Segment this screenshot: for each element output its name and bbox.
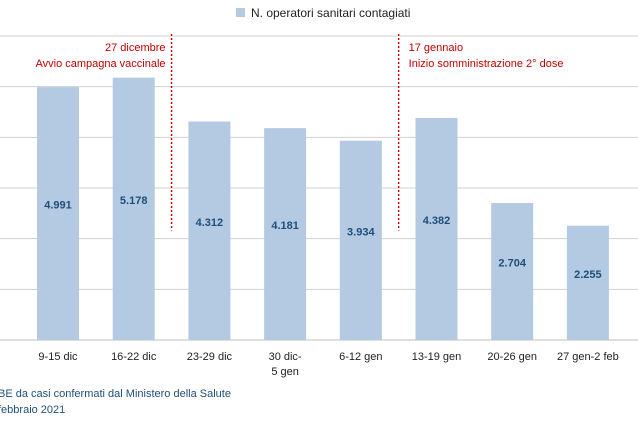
bar-value-label: 4.312	[196, 217, 224, 229]
annotation-text: 17 gennaio	[409, 42, 463, 54]
x-tick-label: 30 dic-	[269, 351, 302, 363]
annotation-text: 27 dicembre	[105, 42, 166, 54]
bar-value-label: 4.991	[44, 200, 72, 212]
bar-value-label: 4.382	[423, 215, 451, 227]
annotations: 27 dicembre Avvio campagna vaccinale 17 ge…	[36, 34, 564, 231]
legend-swatch	[236, 8, 245, 17]
x-tick-label: 23-29 dic	[187, 351, 233, 363]
bar	[112, 77, 155, 340]
x-tick-label: 9-15 dic	[38, 351, 78, 363]
annotation-text: Inizio somministrazione 2° dose	[409, 58, 564, 70]
x-tick-label: 13-19 gen	[412, 351, 462, 363]
x-axis-labels: 9-15 dic 16-22 dic 23-29 dic 30 dic- 5 gen 6-…	[38, 351, 618, 378]
x-tick-label: 20-26 gen	[487, 351, 537, 363]
source-line-2: febbraio 2021	[0, 404, 65, 416]
bar	[566, 225, 609, 340]
annotation-text: Avvio campagna vaccinale	[36, 58, 166, 70]
source-note: BE da casi confermati dal Ministero dell…	[0, 388, 231, 416]
x-tick-label: 16-22 dic	[111, 351, 157, 363]
bar-value-label: 4.181	[271, 220, 299, 232]
source-line-1: BE da casi confermati dal Ministero dell…	[0, 388, 231, 400]
bar	[264, 128, 307, 340]
bar	[415, 117, 458, 340]
bar	[188, 121, 231, 340]
bar	[491, 202, 534, 340]
bar-value-label: 2.704	[498, 257, 526, 269]
bar	[37, 87, 79, 340]
x-tick-label: 5 gen	[271, 366, 299, 378]
bar-value-label: 3.934	[347, 226, 375, 238]
bars: 4.991 5.178 4.312 4.181 3.934 4.382 2.704 2.255	[37, 77, 609, 340]
legend-label: N. operatori sanitari contagiati	[251, 6, 410, 20]
grid-lines	[0, 35, 638, 341]
legend: N. operatori sanitari contagiati	[236, 6, 410, 20]
x-tick-label: 27 gen-2 feb	[557, 351, 619, 363]
bar-value-label: 2.255	[574, 269, 602, 281]
x-tick-label: 6-12 gen	[339, 351, 382, 363]
bar	[339, 140, 382, 340]
bar-value-label: 5.178	[120, 195, 148, 207]
